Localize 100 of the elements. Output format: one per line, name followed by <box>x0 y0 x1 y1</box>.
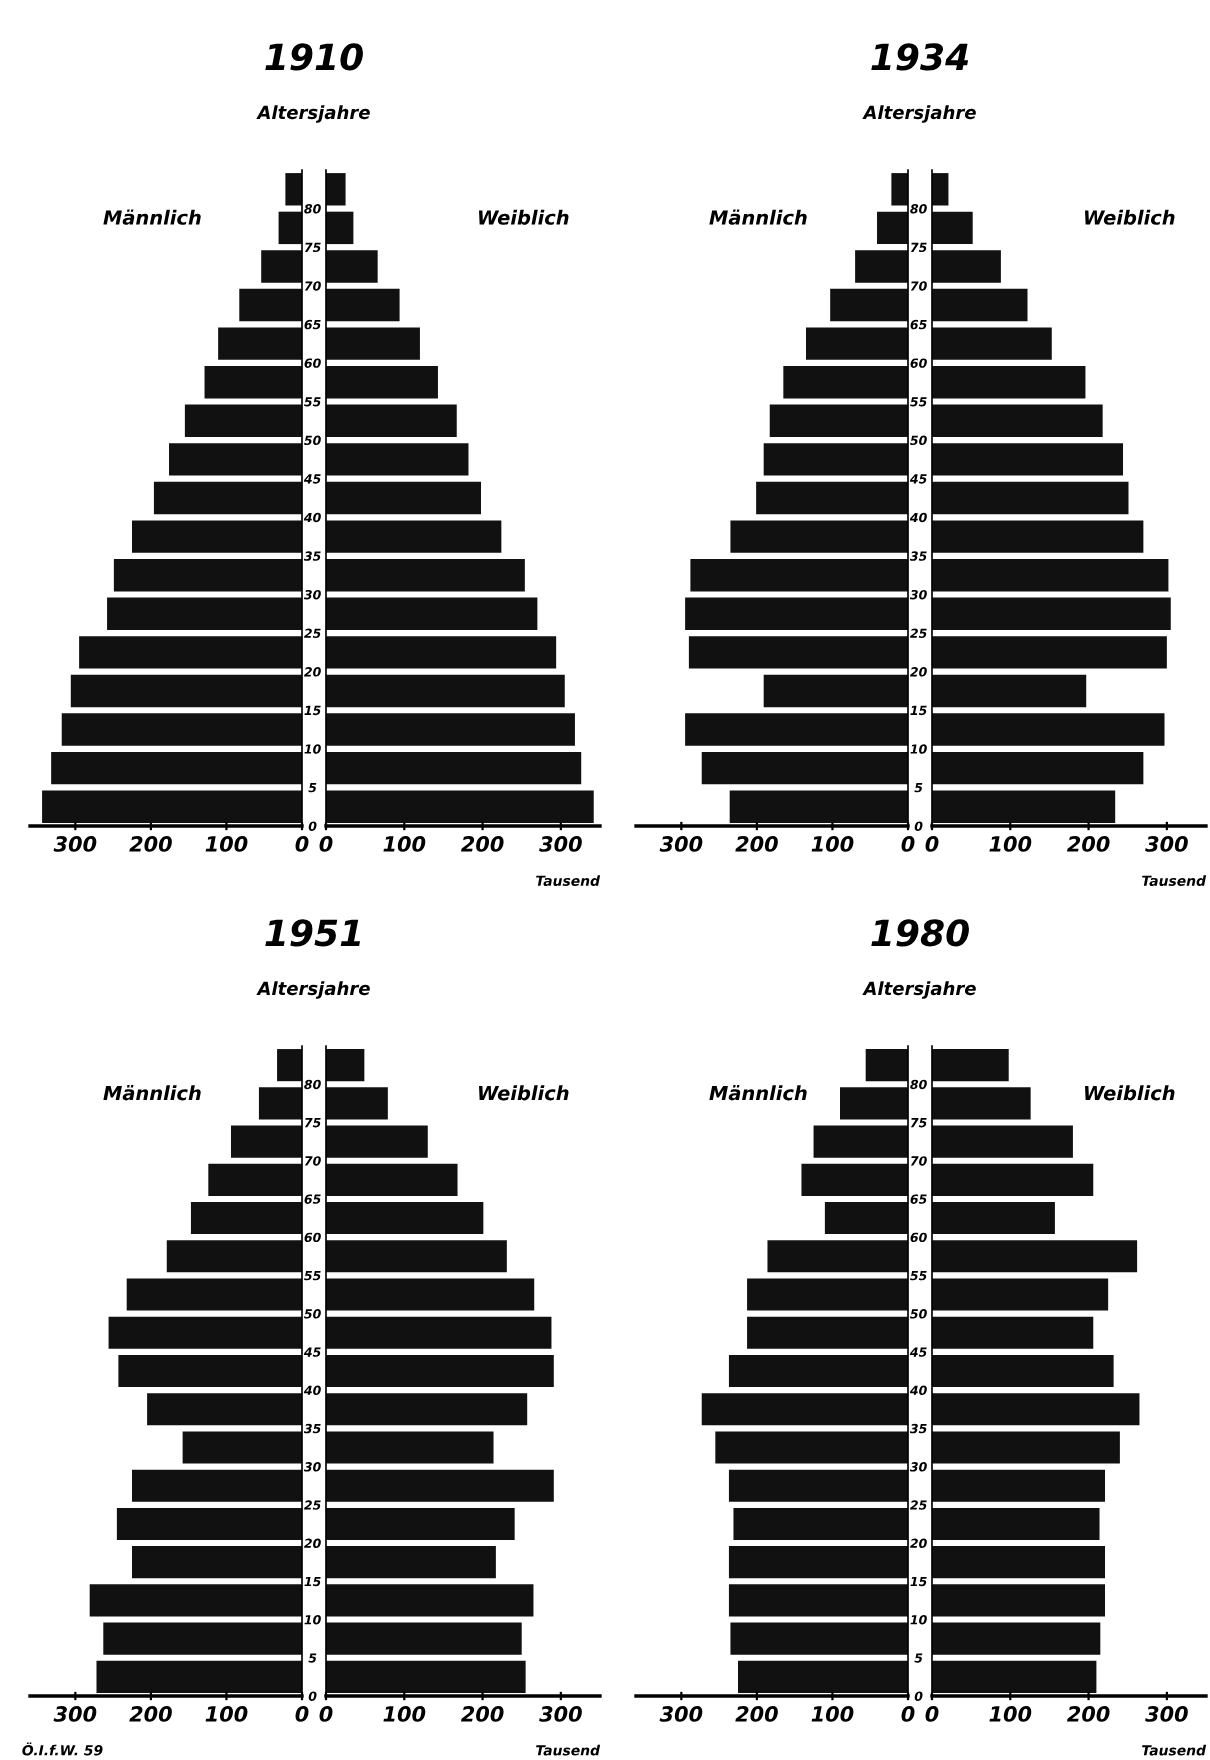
bar <box>932 1278 1109 1311</box>
x-tick-label: 100 <box>811 836 854 852</box>
bar <box>932 597 1171 630</box>
bar <box>932 250 1001 283</box>
bar <box>326 327 420 360</box>
bar <box>208 1163 302 1196</box>
chart-title: 1910 <box>265 43 363 71</box>
bar <box>932 1469 1106 1502</box>
bar <box>326 1622 522 1655</box>
bar <box>756 481 908 515</box>
bar <box>932 636 1167 669</box>
bar <box>932 520 1144 553</box>
x-tick-label: 200 <box>735 836 778 852</box>
bar <box>89 1584 302 1617</box>
bar <box>932 288 1028 322</box>
bar <box>326 751 582 785</box>
bar <box>932 1393 1140 1426</box>
x-tick-label: 0 <box>925 836 939 852</box>
x-tick-label: 300 <box>53 836 97 852</box>
x-tick-label: 200 <box>1066 1706 1110 1722</box>
bar <box>96 1660 302 1693</box>
x-tick-label: 300 <box>659 836 703 852</box>
bar <box>326 558 525 592</box>
bar <box>932 1049 1009 1082</box>
bar <box>218 327 302 360</box>
x-tick-label: 300 <box>659 1706 703 1722</box>
bar <box>830 288 908 322</box>
x-tick-label: 200 <box>460 1706 504 1722</box>
text: Weiblich <box>479 209 569 225</box>
x-tick-label: 200 <box>460 836 504 852</box>
bar <box>166 1240 302 1273</box>
bar <box>147 1393 302 1426</box>
bar <box>326 1393 528 1426</box>
bar <box>891 173 908 206</box>
bar <box>685 713 908 746</box>
chart-title: 1951 <box>265 919 360 947</box>
bar <box>932 1431 1120 1464</box>
bar <box>326 520 502 553</box>
bar <box>326 1354 554 1388</box>
bar <box>326 1660 526 1693</box>
bar <box>877 211 908 245</box>
bar <box>326 443 469 476</box>
bar <box>738 1660 908 1693</box>
bar <box>326 1163 458 1196</box>
bar <box>932 1240 1138 1273</box>
x-tick-label: 300 <box>539 1706 582 1722</box>
bar <box>184 404 302 438</box>
text: Männlich <box>103 1085 201 1101</box>
chart-title: 1934 <box>871 43 969 71</box>
bar <box>932 173 949 206</box>
bar <box>747 1278 908 1311</box>
bar <box>769 404 908 438</box>
bar <box>204 366 302 399</box>
bar <box>285 173 302 206</box>
bar <box>763 674 908 708</box>
bar <box>932 481 1129 515</box>
bar <box>728 1354 908 1388</box>
chart-subtitle: Altersjahre <box>256 105 370 123</box>
bar <box>932 1660 1097 1693</box>
bar <box>701 751 908 785</box>
bar <box>701 1393 908 1426</box>
bar <box>932 558 1169 592</box>
bar <box>326 636 557 669</box>
bar <box>326 211 354 245</box>
bar <box>729 790 908 823</box>
bar <box>932 1202 1055 1235</box>
bar <box>783 366 908 399</box>
bar <box>326 404 457 438</box>
bar <box>855 250 908 283</box>
bar <box>932 1354 1114 1388</box>
bar <box>747 1316 908 1349</box>
bar <box>932 327 1052 360</box>
x-tick-label: 0 <box>925 1706 939 1722</box>
bar <box>840 1087 908 1120</box>
bar <box>326 597 538 630</box>
bar <box>326 1469 554 1502</box>
bar <box>932 713 1165 746</box>
bar <box>767 1240 908 1273</box>
bar <box>326 1125 428 1158</box>
bar <box>932 1087 1031 1120</box>
bar <box>132 1546 302 1579</box>
x-tick-label: 0 <box>319 1706 333 1722</box>
bar <box>715 1431 908 1464</box>
bar <box>730 1622 908 1655</box>
bar <box>326 713 575 746</box>
bar <box>806 327 908 360</box>
bar <box>932 1163 1094 1196</box>
bar <box>801 1163 908 1196</box>
x-tick-label: 300 <box>539 836 582 852</box>
bar <box>932 443 1124 476</box>
bar <box>932 1507 1100 1540</box>
bar <box>169 443 302 476</box>
chart-title: 1980 <box>871 919 969 947</box>
bar <box>113 558 302 592</box>
bar <box>865 1049 908 1082</box>
bar <box>932 366 1086 399</box>
bar <box>728 1546 908 1579</box>
bar <box>277 1049 302 1082</box>
text: Weiblich <box>1085 209 1175 225</box>
bar <box>733 1507 908 1540</box>
